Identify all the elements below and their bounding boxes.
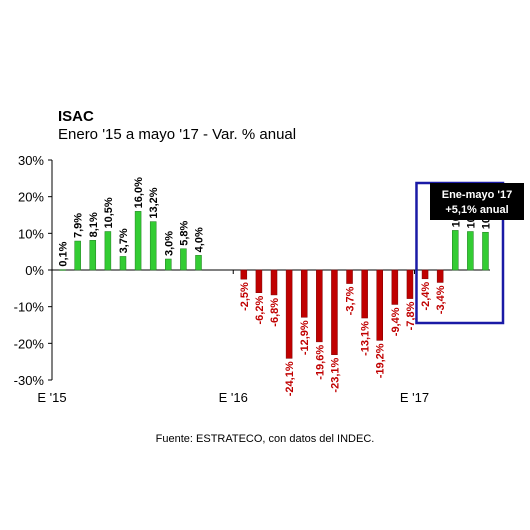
bar-negative <box>406 269 414 299</box>
bar-positive <box>482 231 489 271</box>
data-label: 16,0% <box>133 177 145 208</box>
callout-text: +5,1% anual <box>445 204 508 216</box>
data-label: 7,9% <box>73 213 85 238</box>
data-label: -2,4% <box>420 282 432 311</box>
data-label: -2,5% <box>239 282 251 311</box>
callout-text: Ene-mayo '17 <box>442 189 512 201</box>
y-tick-label: -20% <box>14 336 45 351</box>
bar-positive <box>180 248 187 271</box>
y-tick-label: -10% <box>14 300 45 315</box>
data-label: -9,4% <box>390 307 402 336</box>
bar-negative <box>361 269 368 319</box>
data-label: 0,1% <box>58 241 70 266</box>
bar-positive <box>74 240 81 271</box>
data-label: -24,1% <box>284 361 296 396</box>
y-tick-label: -30% <box>14 373 45 388</box>
source-note: Fuente: ESTRATECO, con datos del INDEC. <box>155 433 375 445</box>
data-label: 3,0% <box>163 231 175 256</box>
data-label: -6,2% <box>254 296 266 325</box>
x-tick-label: E '16 <box>219 390 248 405</box>
bar-positive <box>119 256 127 271</box>
data-label: 10,5% <box>103 197 115 228</box>
bar-negative <box>300 269 308 318</box>
data-label: -19,2% <box>375 343 387 378</box>
bar-positive <box>89 240 97 271</box>
bar-negative <box>316 269 323 343</box>
bar-positive <box>195 255 202 271</box>
bar-positive <box>467 231 474 271</box>
data-label: -3,7% <box>345 286 357 315</box>
x-tick-label: E '17 <box>400 390 429 405</box>
bar-positive <box>165 258 172 271</box>
data-label: -12,9% <box>299 320 311 355</box>
data-label: -7,8% <box>405 301 417 330</box>
bar-negative <box>285 269 293 359</box>
chart-title: ISAC <box>58 108 94 125</box>
data-label: 4,0% <box>194 227 206 252</box>
x-tick-label: E '15 <box>37 390 66 405</box>
bar-positive <box>104 231 112 271</box>
bar-positive <box>149 221 157 271</box>
bar-positive <box>134 211 142 271</box>
data-label: 13,2% <box>148 187 160 218</box>
bar-negative <box>331 269 338 355</box>
y-tick-label: 30% <box>18 153 44 168</box>
data-label: -3,4% <box>435 285 447 314</box>
bar-negative <box>346 269 353 284</box>
y-tick-label: 20% <box>18 190 44 205</box>
callout-box <box>430 183 524 220</box>
data-label: 5,8% <box>178 220 190 245</box>
data-label: -23,1% <box>329 357 341 392</box>
bar-positive <box>59 269 66 271</box>
bar-negative <box>376 269 383 341</box>
data-label: -6,8% <box>269 298 281 327</box>
data-label: -19,6% <box>314 345 326 380</box>
chart-subtitle: Enero '15 a mayo '17 - Var. % anual <box>58 126 297 143</box>
bar-negative <box>270 269 278 296</box>
data-label: 8,1% <box>88 212 100 237</box>
bar-negative <box>391 269 399 305</box>
bar-negative <box>436 269 444 283</box>
y-tick-label: 10% <box>18 226 44 241</box>
data-label: 3,7% <box>118 228 130 253</box>
bar-negative <box>421 269 429 280</box>
bar-positive <box>452 230 459 271</box>
y-tick-label: 0% <box>25 263 44 278</box>
bar-negative <box>240 269 248 280</box>
data-label: -13,1% <box>360 321 372 356</box>
bar-negative <box>255 269 263 293</box>
